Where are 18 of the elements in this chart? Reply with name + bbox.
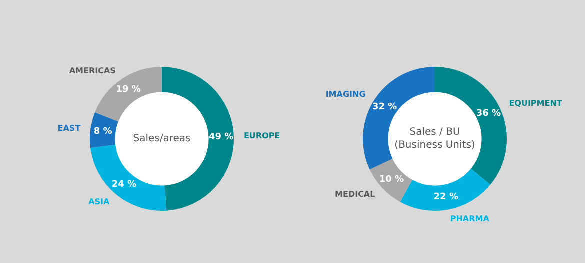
data-label: 32 %	[372, 102, 398, 113]
data-label: 36 %	[476, 109, 502, 120]
slice-label: MEDICAL	[335, 190, 376, 200]
slice-label: EQUIPMENT	[509, 99, 563, 108]
text: Sales/areas	[133, 134, 191, 145]
data-label: 10 %	[379, 175, 404, 186]
slice-label: PHARMA	[450, 214, 490, 224]
slice-label: AMERICAS	[69, 66, 116, 76]
data-label: 24 %	[112, 180, 136, 190]
data-label: 49 %	[209, 132, 234, 142]
data-label: 22 %	[434, 192, 458, 203]
slice-label: EUROPE	[244, 132, 280, 140]
data-label: 19 %	[116, 85, 141, 96]
text: Sales / BU (Business Units)	[394, 127, 476, 152]
slice-label: ASIA	[88, 197, 111, 206]
data-label: 8 %	[94, 126, 112, 137]
slice-label: EAST	[58, 124, 82, 133]
slice-label: IMAGING	[326, 90, 366, 100]
